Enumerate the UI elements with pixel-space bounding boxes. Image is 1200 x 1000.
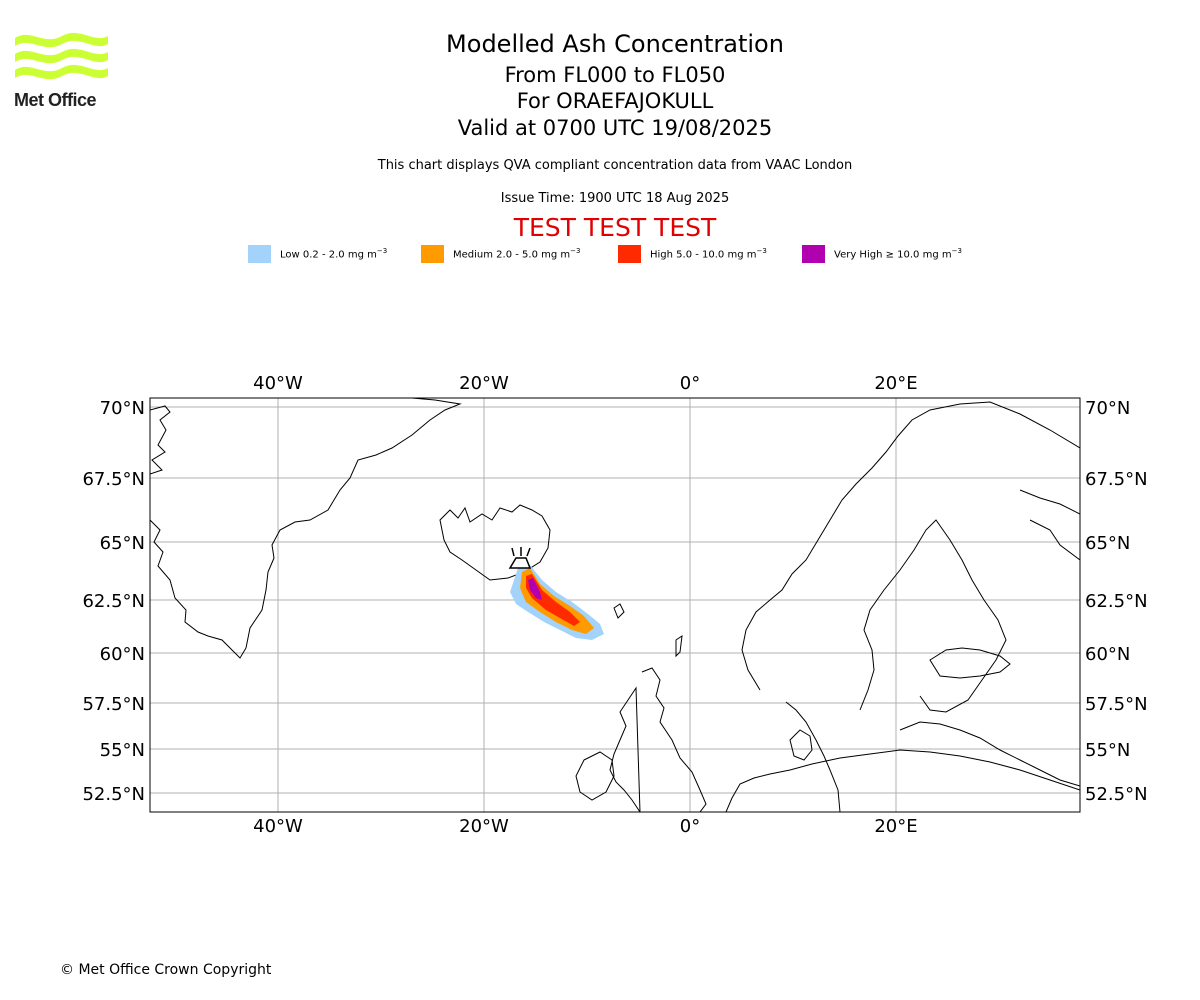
lat-label-60n-right: 60°N: [1085, 644, 1130, 665]
legend-exp-low: −3: [376, 247, 388, 255]
volcano-name: For ORAEFAJOKULL: [516, 89, 714, 113]
ash-very-high-region: [528, 578, 542, 600]
faroe-islands: [613, 603, 625, 619]
lat-label-55n-right: 55°N: [1085, 740, 1130, 761]
chart-title: Modelled Ash Concentration: [446, 30, 784, 58]
legend-swatch-high: [618, 245, 641, 263]
lat-label-67-5n: 67.5°N: [82, 469, 145, 490]
lat-label-70n-right: 70°N: [1085, 398, 1130, 419]
lat-label-62-5n-right: 62.5°N: [1085, 591, 1148, 612]
lat-label-57-5n-right: 57.5°N: [1085, 694, 1148, 715]
legend-exp-very-high: −3: [951, 247, 962, 255]
lon-label-40w: 40°W: [253, 373, 303, 394]
lon-label-0: 0°: [680, 373, 700, 394]
lon-label-0-bottom: 0°: [680, 816, 700, 837]
lon-label-40w-bottom: 40°W: [253, 816, 303, 837]
lon-label-20w-bottom: 20°W: [459, 816, 509, 837]
map-frame: [149, 397, 1081, 813]
gridlines: [150, 398, 1080, 812]
logo-text: Met Office: [14, 90, 97, 110]
copyright-notice: © Met Office Crown Copyright: [60, 962, 272, 978]
shetland-islands: [675, 634, 683, 658]
greenland-coast: [150, 398, 462, 659]
legend-swatch-medium: [421, 245, 444, 263]
map-area: [150, 398, 1080, 812]
legend: Low 0.2 - 2.0 mg m−3 Medium 2.0 - 5.0 mg…: [0, 244, 1200, 264]
kola-coast: [1019, 489, 1080, 561]
europe-mainland: [725, 749, 1080, 812]
legend-label-medium: Medium 2.0 - 5.0 mg m: [453, 249, 571, 261]
ireland-coast: [575, 751, 615, 801]
lat-label-65n: 65°N: [100, 533, 145, 554]
lon-label-20e: 20°E: [874, 373, 917, 394]
ash-high-region: [526, 574, 580, 626]
ash-plume: [510, 565, 604, 640]
lat-label-52-5n-right: 52.5°N: [1085, 784, 1148, 805]
met-office-wave-icon: [15, 32, 108, 80]
legend-exp-medium: −3: [570, 247, 581, 255]
lat-label-57-5n: 57.5°N: [82, 694, 145, 715]
coastlines: [150, 398, 1080, 812]
lat-label-60n: 60°N: [100, 644, 145, 665]
iceland-coast: [439, 504, 551, 581]
finland-coast: [929, 647, 1011, 679]
lat-label-62-5n: 62.5°N: [82, 591, 145, 612]
denmark-coast: [789, 729, 813, 761]
flight-levels: From FL000 to FL050: [504, 63, 726, 87]
lon-labels-top: 40°W 20°W 0° 20°E: [253, 373, 917, 394]
lon-label-20w: 20°W: [459, 373, 509, 394]
baltic-coast: [785, 701, 1080, 812]
lat-label-67-5n-right: 67.5°N: [1085, 469, 1148, 490]
legend-swatch-low: [248, 245, 271, 263]
britain-coast: [609, 667, 707, 812]
lat-label-65n-right: 65°N: [1085, 533, 1130, 554]
valid-time: Valid at 0700 UTC 19/08/2025: [457, 116, 773, 140]
lon-label-20e-bottom: 20°E: [874, 816, 917, 837]
legend-label-low: Low 0.2 - 2.0 mg m: [280, 249, 377, 261]
compliance-note: This chart displays QVA compliant concen…: [377, 158, 853, 173]
legend-label-very-high: Very High ≥ 10.0 mg m: [834, 249, 952, 261]
issue-time: Issue Time: 1900 UTC 18 Aug 2025: [500, 191, 730, 206]
lon-labels-bottom: 40°W 20°W 0° 20°E: [253, 816, 917, 837]
scandinavia-coast: [741, 401, 1080, 713]
legend-exp-high: −3: [756, 247, 767, 255]
met-office-logo: Met Office: [14, 30, 109, 112]
volcano-icon: [508, 547, 532, 569]
ash-map: 40°W 20°W 0° 20°E 40°W 20°W 0° 20°E 70°N…: [82, 373, 1148, 837]
legend-label-high: High 5.0 - 10.0 mg m: [650, 249, 757, 261]
legend-swatch-very-high: [802, 245, 825, 263]
test-banner: TEST TEST TEST: [513, 213, 717, 242]
lat-label-70n: 70°N: [100, 398, 145, 419]
lat-labels-left: 70°N 67.5°N 65°N 62.5°N 60°N 57.5°N 55°N…: [82, 398, 145, 805]
lat-label-55n: 55°N: [100, 740, 145, 761]
lat-labels-right: 70°N 67.5°N 65°N 62.5°N 60°N 57.5°N 55°N…: [1085, 398, 1148, 805]
lat-label-52-5n: 52.5°N: [82, 784, 145, 805]
